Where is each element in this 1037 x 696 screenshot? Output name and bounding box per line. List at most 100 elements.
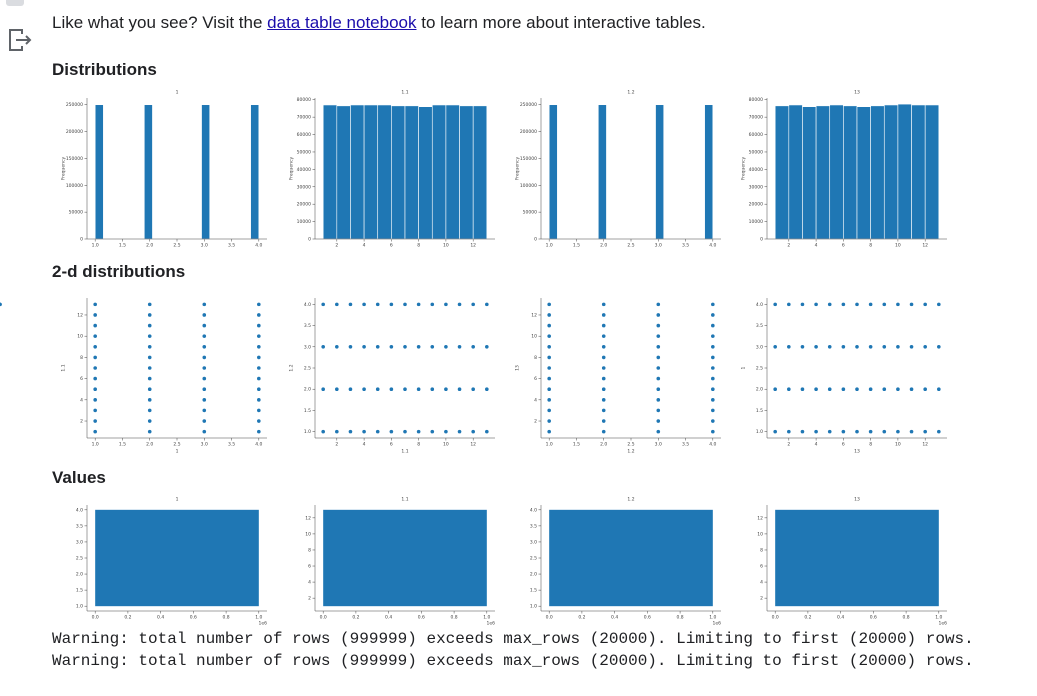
output-action-icon[interactable]	[9, 29, 32, 51]
x-tick-label: 2.0	[600, 442, 607, 448]
scatter-point	[547, 302, 551, 307]
scatter-point	[147, 408, 152, 413]
scatter-point	[547, 355, 551, 360]
y-tick-label: 20000	[749, 202, 763, 208]
x-tick-label: 0.2	[352, 615, 359, 621]
x-tick-label: 2.5	[627, 442, 634, 448]
histogram-bar	[363, 104, 379, 240]
histogram-bar	[704, 104, 714, 240]
scatter-point	[923, 344, 927, 349]
y-tick-label: 2.5	[530, 556, 537, 562]
y-tick-label: 3.0	[304, 344, 311, 350]
y-axis-label: Frequency	[61, 157, 67, 181]
scatter-point	[202, 398, 207, 402]
x-tick-label: 0.2	[124, 615, 131, 621]
x-tick-label: 0.4	[385, 615, 392, 621]
scatter-point	[814, 429, 818, 434]
scatter-point	[547, 344, 551, 349]
x-tick-label: 1.0	[935, 615, 942, 621]
scatter-point	[601, 323, 606, 328]
scatter-point	[800, 344, 805, 349]
scatter-point	[485, 429, 489, 434]
x-tick-label: 3.5	[228, 442, 235, 448]
y-tick-label: 70000	[297, 115, 311, 121]
x-tick-label: 2.5	[627, 243, 634, 249]
scatter-point	[547, 429, 551, 434]
scatter-point	[389, 302, 394, 307]
histogram-bar	[143, 104, 153, 240]
y-tick-label: 4.0	[530, 507, 537, 513]
scatter-point	[93, 355, 97, 360]
y-tick-label: 1.5	[304, 408, 311, 414]
y-axis-label: Frequency	[515, 157, 521, 181]
scatter-point	[257, 323, 261, 328]
scatter-point	[202, 419, 207, 423]
scatter-point	[471, 344, 475, 349]
scatter-point	[485, 302, 489, 307]
x-tick-label: 0.4	[157, 615, 164, 621]
scatter-point	[147, 366, 152, 370]
y-tick-label: 8	[80, 355, 83, 361]
y-tick-label: 12	[757, 515, 763, 521]
y-axis-label: 1.2	[289, 364, 295, 371]
scatter-point	[711, 387, 715, 392]
y-tick-label: 4	[534, 397, 537, 403]
scatter-point	[656, 398, 661, 402]
y-tick-label: 10000	[297, 219, 311, 225]
scatter-point	[601, 355, 606, 360]
scatter-point	[471, 302, 475, 307]
histogram-bar	[815, 105, 831, 240]
scatter-point	[147, 419, 152, 423]
x-tick-label: 1.0	[546, 442, 553, 448]
y-tick-label: 1.5	[756, 408, 763, 414]
y-tick-label: 70000	[749, 115, 763, 121]
y-tick-label: 4.0	[756, 302, 763, 308]
x-tick-label: 0.4	[611, 615, 618, 621]
histogram-bar	[897, 103, 912, 240]
scatter-point	[147, 429, 152, 434]
scatter-point	[711, 313, 715, 317]
x-tick-label: 2.5	[173, 442, 180, 448]
scatter-point	[93, 366, 97, 370]
scatter-point	[868, 302, 873, 307]
scatter-point	[147, 398, 152, 402]
histogram-bar	[459, 105, 474, 240]
y-tick-label: 2.0	[76, 572, 83, 578]
scatter-point	[362, 344, 366, 349]
scatter-point	[841, 429, 846, 434]
scatter-point	[202, 313, 207, 317]
scatter-point	[711, 398, 715, 402]
x-tick-label: 2	[335, 243, 338, 249]
x-tick-label: 2.5	[173, 243, 180, 249]
scatter-point	[773, 429, 777, 434]
scatter-point	[416, 344, 421, 349]
scatter-point	[909, 302, 914, 307]
intro-text: Like what you see? Visit the data table …	[52, 13, 706, 33]
warning: Warning: total number of rows (999999) e…	[52, 630, 974, 648]
scatter-point	[403, 344, 407, 349]
intro-text: to learn more about interactive tables.	[416, 13, 706, 32]
notebook-link[interactable]: data table notebook	[267, 13, 417, 32]
x-axis-label: 13	[854, 449, 860, 455]
scatter-point	[656, 344, 661, 349]
scatter-point	[923, 387, 927, 392]
x-tick-label: 4.0	[709, 243, 716, 249]
scatter-point	[362, 429, 366, 434]
scatter-point	[937, 429, 941, 434]
x-tick-label: 12	[922, 243, 928, 249]
histogram-bar	[377, 104, 392, 240]
histogram-bar	[472, 105, 488, 240]
y-tick-label: 0	[760, 237, 763, 243]
scatter-point	[321, 302, 325, 307]
scatter-point	[855, 429, 859, 434]
y-tick-label: 12	[531, 312, 537, 318]
y-tick-label: 50000	[69, 210, 83, 216]
x-tick-label: 1.0	[546, 243, 553, 249]
scatter-point	[444, 429, 448, 434]
cell-icon	[6, 0, 24, 6]
x-tick-label: 6	[390, 442, 393, 448]
y-tick-label: 0	[308, 237, 311, 243]
scatter-point	[362, 387, 366, 392]
x-tick-label: 0.8	[223, 615, 230, 621]
